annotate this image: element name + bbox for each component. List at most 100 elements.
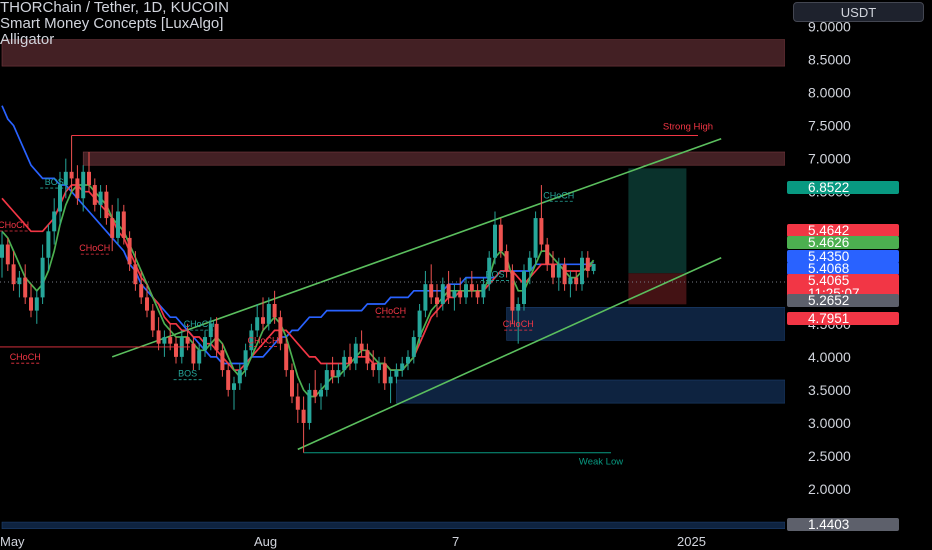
indicator-alligator-title[interactable]: Alligator xyxy=(0,31,55,48)
candle xyxy=(11,251,16,291)
time-axis[interactable]: May Aug 7 2025 xyxy=(0,534,706,549)
candle-body xyxy=(400,363,405,371)
candle-body xyxy=(214,323,219,351)
price-label-box xyxy=(787,181,899,194)
candle xyxy=(539,185,544,252)
candle-body xyxy=(498,224,503,252)
price-label-text: 5.4350 xyxy=(808,249,849,264)
candle xyxy=(580,251,584,291)
levels-layer: Strong High Weak Low xyxy=(71,121,713,468)
candle-body xyxy=(591,263,596,271)
candle xyxy=(551,251,555,285)
candle-body xyxy=(319,389,323,397)
channel-layer xyxy=(111,138,722,451)
candle xyxy=(278,310,283,351)
candle xyxy=(336,363,341,384)
candle-body xyxy=(191,343,196,364)
candle-body xyxy=(58,185,62,212)
candle-body xyxy=(469,284,474,291)
candle xyxy=(290,363,294,404)
candle xyxy=(46,224,51,271)
candle-body xyxy=(150,310,155,331)
candle-body xyxy=(556,264,561,278)
candle-body xyxy=(539,218,544,245)
price-labels: 6.85225.46425.46265.43505.40685.406511:2… xyxy=(787,180,899,532)
time-label-aug: Aug xyxy=(254,534,277,549)
candle-body xyxy=(46,231,51,258)
candle-body xyxy=(75,178,80,199)
candle xyxy=(127,231,132,271)
candle xyxy=(527,251,532,285)
trade-profit-zone xyxy=(628,168,687,274)
indicator-smc-title[interactable]: Smart Money Concepts [LuxAlgo] xyxy=(0,15,224,32)
symbol-title[interactable]: THORChain / Tether, 1D, KUCOIN xyxy=(0,0,229,16)
candle-body xyxy=(110,218,115,238)
candle xyxy=(556,257,561,291)
candle xyxy=(435,284,439,318)
candle-body xyxy=(5,244,10,265)
candle-body xyxy=(336,370,341,377)
demand-zone-4 xyxy=(1,521,786,529)
candle xyxy=(145,284,149,318)
candle xyxy=(359,330,364,357)
candle xyxy=(475,284,480,304)
price-label-box xyxy=(787,294,899,307)
candle xyxy=(116,198,120,245)
candle-body xyxy=(423,284,428,311)
price-label-box xyxy=(787,236,899,249)
candle xyxy=(406,350,410,371)
candle xyxy=(92,178,97,212)
candle-body xyxy=(81,171,86,199)
candle xyxy=(371,350,376,377)
candle xyxy=(272,290,277,324)
candle xyxy=(394,363,399,384)
price-tick-label: 3.5000 xyxy=(808,382,851,398)
candle-body xyxy=(0,244,4,258)
candle-body xyxy=(435,297,439,304)
candle xyxy=(266,297,271,331)
candle-body xyxy=(353,343,358,364)
candle-body xyxy=(324,370,329,390)
candle-body xyxy=(452,290,457,298)
price-tick-label: 9.0000 xyxy=(808,18,851,34)
zones-layer xyxy=(1,39,786,529)
candle xyxy=(324,363,329,397)
candle-body xyxy=(388,376,393,384)
candle xyxy=(301,396,306,453)
candle xyxy=(319,383,323,410)
candle-body xyxy=(232,383,236,390)
candle xyxy=(174,337,178,364)
candle xyxy=(226,363,231,397)
choch-label: CHoCH xyxy=(10,352,41,362)
candle-body xyxy=(411,337,416,357)
price-label-text: 5.4065 xyxy=(808,273,849,288)
candle-body xyxy=(266,304,271,324)
candle xyxy=(58,171,62,225)
choch-label: CHoCH xyxy=(184,319,215,329)
candle-body xyxy=(243,350,248,371)
candle-body xyxy=(562,264,567,285)
candle xyxy=(469,270,474,298)
price-label-text: 5.4068 xyxy=(808,261,849,276)
candle-body xyxy=(278,317,283,344)
candle xyxy=(284,337,289,377)
price-label-box xyxy=(787,274,899,300)
candle xyxy=(307,383,312,430)
candle-body xyxy=(203,337,207,351)
price-label-text: 5.4642 xyxy=(808,223,849,238)
candle xyxy=(382,356,387,390)
bos-label: BOS xyxy=(178,369,197,379)
candle-body xyxy=(365,350,370,364)
candle xyxy=(446,270,451,304)
candle xyxy=(411,330,416,364)
candle-body xyxy=(406,356,410,364)
candle xyxy=(440,277,445,311)
candle-body xyxy=(23,277,28,298)
candle-body xyxy=(440,284,445,304)
candle-body xyxy=(226,370,231,390)
currency-button[interactable]: USDT xyxy=(793,2,924,22)
choch-label: CHoCH xyxy=(375,306,406,316)
time-label-2025: 2025 xyxy=(677,534,706,549)
choch-label: CHoCH xyxy=(247,336,278,346)
